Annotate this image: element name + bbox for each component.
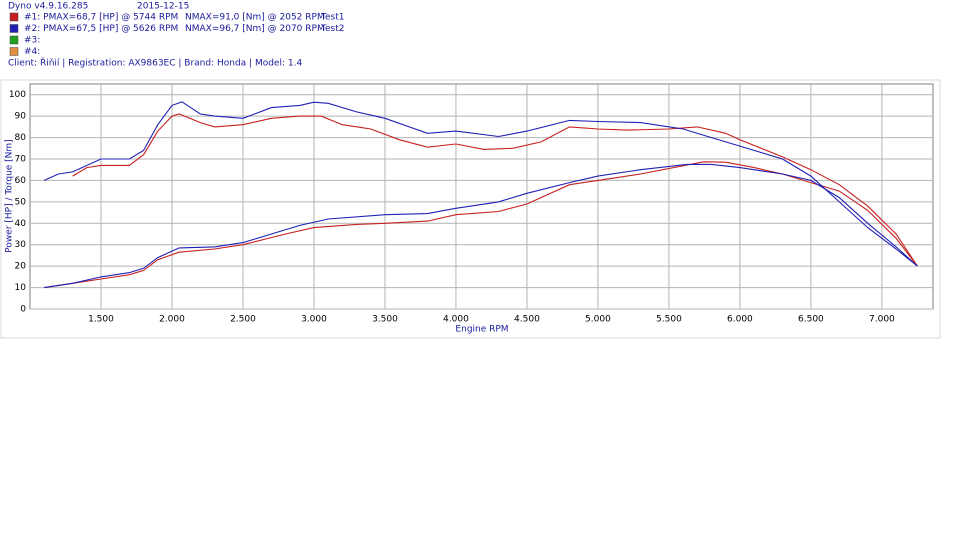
x-tick-label: 5.000 (585, 315, 611, 325)
x-tick-label: 1.500 (88, 315, 114, 325)
x-tick-label: 5.500 (656, 315, 682, 325)
y-tick-label: 20 (15, 262, 27, 272)
x-tick-label: 7.000 (869, 315, 895, 325)
x-tick-label: 6.500 (798, 315, 824, 325)
legend-nmax: NMAX=91,0 [Nm] @ 2052 RPM (185, 13, 325, 23)
legend-test: Test1 (320, 13, 344, 23)
x-tick-label: 4.500 (514, 315, 540, 325)
x-tick-label: 2.500 (230, 315, 256, 325)
x-tick-label: 2.000 (159, 315, 185, 325)
plot-area (29, 83, 934, 310)
x-tick-label: 3.500 (372, 315, 398, 325)
legend-test: Test2 (320, 24, 344, 34)
y-tick-label: 30 (15, 240, 27, 250)
test-date: 2015-12-15 (137, 2, 189, 12)
app-version: Dyno v4.9.16.285 (8, 2, 88, 12)
client-info: Client: Řiňií | Registration: AX9863EC |… (8, 58, 302, 69)
curve (44, 161, 918, 289)
curve (44, 163, 918, 289)
legend-label: #2: PMAX=67,5 [HP] @ 5626 RPM (24, 24, 178, 34)
y-tick-label: 0 (20, 305, 26, 315)
x-axis-label: Engine RPM (455, 325, 508, 335)
y-tick-label: 100 (9, 90, 26, 100)
y-axis-label: Power [HP] / Torque [Nm] (5, 139, 15, 252)
y-tick-label: 40 (15, 219, 27, 229)
x-tick-label: 6.000 (727, 315, 753, 325)
x-tick-label: 4.000 (443, 315, 469, 325)
legend-label: #3: (24, 36, 40, 46)
y-tick-label: 70 (15, 155, 27, 165)
legend-swatch (9, 12, 19, 22)
legend-swatch (9, 47, 19, 56)
legend-nmax: NMAX=96,7 [Nm] @ 2070 RPM (185, 24, 325, 34)
y-tick-label: 50 (15, 197, 27, 207)
legend-swatch (9, 35, 19, 45)
curve (43, 101, 918, 267)
x-tick-label: 3.000 (301, 315, 327, 325)
y-tick-label: 10 (15, 283, 27, 293)
y-tick-label: 80 (15, 133, 27, 143)
legend-label: #4: (24, 47, 40, 57)
y-tick-label: 90 (15, 112, 27, 122)
legend-label: #1: PMAX=68,7 [HP] @ 5744 RPM (24, 13, 178, 23)
y-tick-label: 60 (15, 176, 27, 186)
legend-swatch (9, 24, 19, 33)
curve (72, 113, 918, 267)
